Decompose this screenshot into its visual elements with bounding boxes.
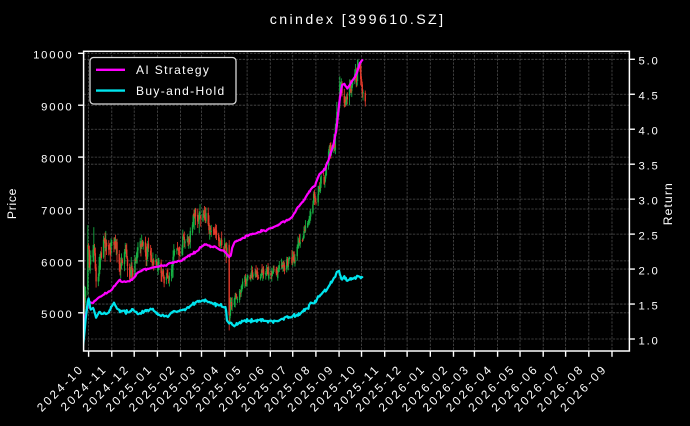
svg-text:Return: Return bbox=[661, 182, 675, 225]
svg-text:2.5: 2.5 bbox=[639, 231, 660, 243]
svg-text:6000: 6000 bbox=[41, 257, 73, 269]
svg-text:3.0: 3.0 bbox=[639, 196, 660, 208]
svg-text:4.5: 4.5 bbox=[639, 91, 660, 103]
svg-text:3.5: 3.5 bbox=[639, 161, 660, 173]
svg-text:1.0: 1.0 bbox=[639, 335, 660, 347]
svg-text:2.0: 2.0 bbox=[639, 265, 660, 277]
svg-text:5.0: 5.0 bbox=[639, 56, 660, 68]
svg-text:Price: Price bbox=[5, 188, 19, 219]
svg-text:Buy-and-Hold: Buy-and-Hold bbox=[136, 84, 226, 98]
svg-text:cnindex [399610.SZ]: cnindex [399610.SZ] bbox=[270, 12, 446, 28]
svg-text:8000: 8000 bbox=[41, 154, 73, 166]
svg-text:7000: 7000 bbox=[41, 205, 73, 217]
svg-text:1.5: 1.5 bbox=[639, 300, 660, 312]
svg-text:AI Strategy: AI Strategy bbox=[136, 63, 210, 77]
svg-text:9000: 9000 bbox=[41, 102, 73, 114]
svg-text:4.0: 4.0 bbox=[639, 126, 660, 138]
svg-text:5000: 5000 bbox=[41, 309, 73, 321]
svg-text:10000: 10000 bbox=[33, 50, 73, 62]
